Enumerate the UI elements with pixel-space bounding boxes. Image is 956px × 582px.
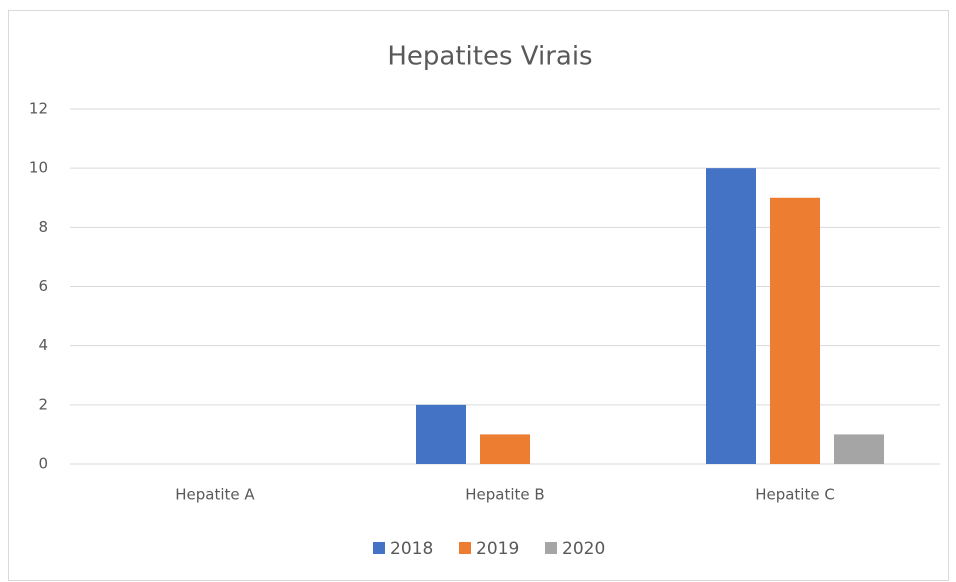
- legend-swatch: [373, 542, 385, 554]
- y-tick-label: 2: [38, 395, 48, 413]
- chart-title: Hepatites Virais: [387, 42, 592, 72]
- legend-swatch: [545, 542, 557, 554]
- x-tick-label: Hepatite C: [755, 486, 835, 504]
- bar: [834, 434, 884, 464]
- y-tick-label: 4: [38, 336, 48, 354]
- y-tick-label: 0: [38, 455, 48, 473]
- x-tick-label: Hepatite A: [175, 486, 255, 504]
- legend-label: 2018: [390, 539, 433, 559]
- y-tick-label: 12: [29, 100, 48, 118]
- bar: [416, 404, 466, 464]
- x-tick-label: Hepatite B: [465, 486, 544, 504]
- bar: [480, 434, 530, 464]
- y-tick-label: 10: [29, 159, 48, 177]
- legend-swatch: [459, 542, 471, 554]
- legend-label: 2019: [476, 539, 519, 559]
- bar: [770, 197, 820, 464]
- bar: [706, 168, 756, 464]
- y-tick-label: 8: [38, 218, 48, 236]
- y-tick-label: 6: [38, 277, 48, 295]
- legend-label: 2020: [562, 539, 605, 559]
